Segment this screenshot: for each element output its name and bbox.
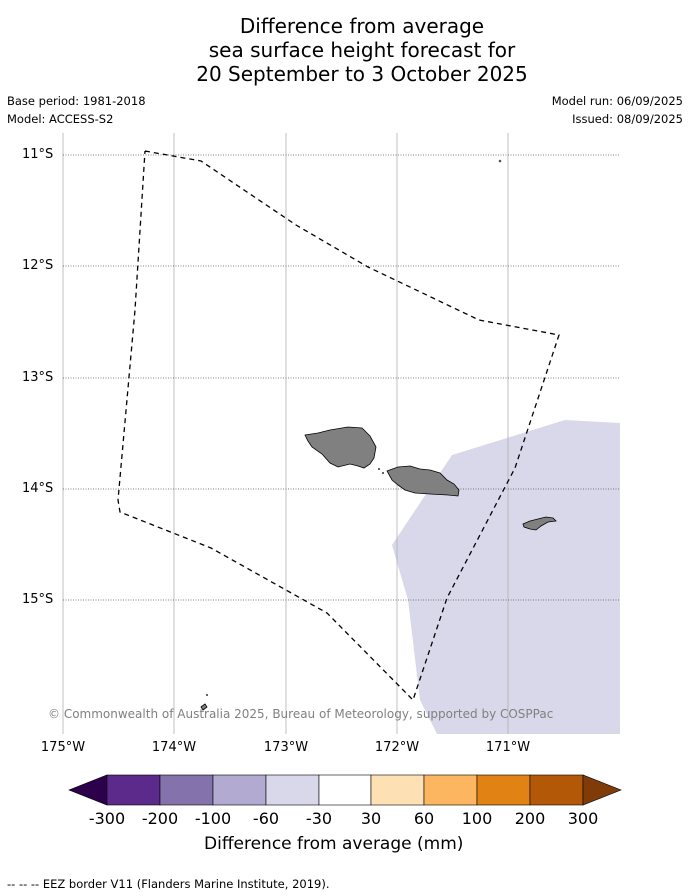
lat-label-12s: 12°S <box>22 258 54 273</box>
islet-southwest-2 <box>206 694 208 696</box>
islet-southwest <box>200 703 208 711</box>
base-period: Base period: 1981-2018 <box>7 94 146 108</box>
model-run: Model run: 06/09/2025 <box>551 94 683 108</box>
lat-label-13s: 13°S <box>22 370 54 385</box>
lon-label-172w: 172°W <box>374 740 420 755</box>
colorbar-tick: 100 <box>461 809 493 828</box>
colorbar-tick: -60 <box>252 809 280 828</box>
metadata-right: Model run: 06/09/2025 Issued: 08/09/2025 <box>552 94 683 130</box>
title-line-3: 20 September to 3 October 2025 <box>196 62 528 86</box>
upolu-island <box>386 465 460 497</box>
colorbar-tick: 300 <box>567 809 599 828</box>
parallel-gridlines <box>63 154 620 601</box>
colorbar-bin-9 <box>529 774 584 806</box>
colorbar-bin-2 <box>159 774 214 806</box>
colorbar-extend-low <box>68 774 108 806</box>
metadata-left: Base period: 1981-2018 Model: ACCESS-S2 <box>7 94 146 130</box>
colorbar-tick: -300 <box>88 809 126 828</box>
colorbar-bin-4 <box>265 774 320 806</box>
colorbar-bin-7 <box>423 774 478 806</box>
title-line-2: sea surface height forecast for <box>208 38 516 62</box>
islet-manono <box>382 472 384 474</box>
colorbar-bin-5 <box>318 774 372 806</box>
colorbar-tick: -100 <box>194 809 232 828</box>
islet-north <box>498 159 502 163</box>
lon-label-171w: 171°W <box>485 740 531 755</box>
colorbar-label: Difference from average (mm) <box>204 834 464 854</box>
colorbar-bin-6 <box>370 774 425 806</box>
eez-border <box>117 150 560 702</box>
colorbar-tick: 30 <box>360 809 382 828</box>
colorbar-bin-3 <box>212 774 267 806</box>
model-name: Model: ACCESS-S2 <box>7 112 114 126</box>
eez-footnote: -- -- -- EEZ border V11 (Flanders Marine… <box>7 877 330 891</box>
lat-label-14s: 14°S <box>22 481 54 496</box>
lon-label-173w: 173°W <box>263 740 309 755</box>
lat-label-15s: 15°S <box>22 592 54 607</box>
lon-label-174w: 174°W <box>151 740 197 755</box>
anomaly-shaded-area <box>392 420 620 734</box>
copyright-text: © Commonwealth of Australia 2025, Bureau… <box>48 707 554 721</box>
colorbar-tick: -200 <box>141 809 179 828</box>
title-line-1: Difference from average <box>239 14 485 38</box>
colorbar-bin-8 <box>476 774 531 806</box>
tutuila-island <box>522 516 557 531</box>
colorbar-tick: 60 <box>413 809 435 828</box>
savaii-island <box>304 426 377 469</box>
islet-apolima <box>378 468 380 470</box>
issued-date: Issued: 08/09/2025 <box>572 112 683 126</box>
lon-label-175w: 175°W <box>40 740 86 755</box>
colorbar-tick: 200 <box>514 809 546 828</box>
chart-title: Difference from average sea surface heig… <box>0 14 690 86</box>
colorbar-tick: -30 <box>305 809 333 828</box>
colorbar-extend-high <box>582 774 622 806</box>
meridian-gridlines <box>62 133 509 734</box>
colorbar-bin-1 <box>106 774 161 806</box>
lat-label-11s: 11°S <box>22 147 54 162</box>
